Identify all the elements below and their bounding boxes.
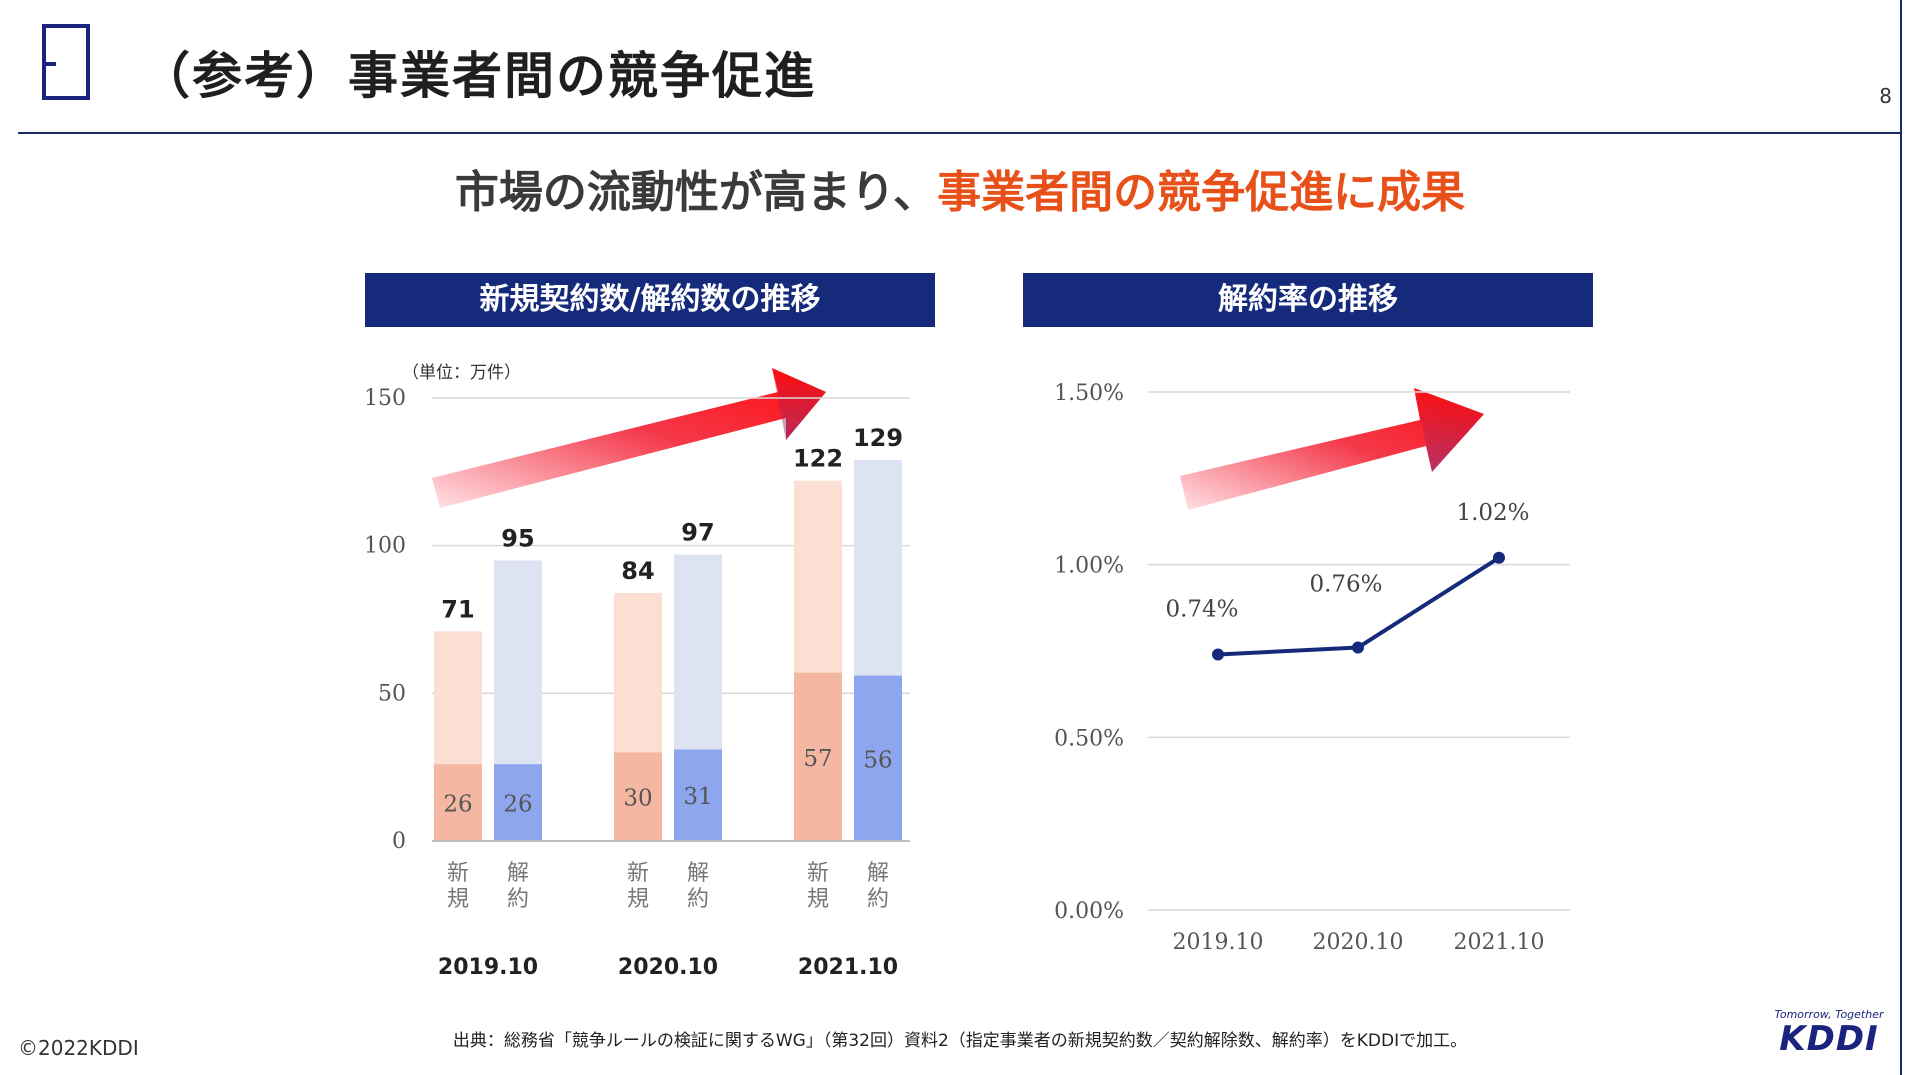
line-point [1493, 551, 1505, 564]
line-y-tick-label: 1.00% [1054, 554, 1124, 579]
bar-y-tick-label: 150 [364, 386, 406, 411]
bar-series-label: 解 [507, 861, 529, 886]
headline-main: 市場の流動性が高まり、 [454, 167, 938, 218]
headline-highlight: 事業者間の競争促進に成果 [937, 167, 1466, 218]
brand-logo: Tomorrow, Together KDDI [1774, 1008, 1884, 1057]
bar-series-label: 規 [627, 887, 649, 912]
bar-series-label: 新 [807, 861, 829, 886]
bar-inner [794, 672, 842, 841]
bar-series-label: 規 [447, 887, 469, 912]
line-value-label: 0.76% [1309, 572, 1382, 598]
bar-inner-label: 30 [623, 786, 652, 812]
line-y-tick-label: 0.50% [1054, 726, 1124, 751]
bar-category-label: 2020.10 [618, 955, 718, 980]
bar-inner [854, 675, 902, 841]
right-border [1900, 0, 1902, 1075]
logo-mark [42, 24, 90, 100]
bar-total-label: 84 [621, 557, 654, 585]
bar-y-tick-label: 50 [378, 681, 406, 706]
line-x-tick-label: 2019.10 [1173, 930, 1264, 955]
bar-category-label: 2019.10 [438, 955, 538, 980]
bar-series-label: 解 [867, 861, 889, 886]
brand-tagline: Tomorrow, Together [1774, 1008, 1884, 1021]
bar-y-tick-label: 0 [392, 829, 406, 854]
bar-total-label: 97 [681, 519, 714, 547]
bar-total-label: 122 [793, 445, 843, 473]
line-y-tick-label: 0.00% [1054, 899, 1124, 924]
headline: 市場の流動性が高まり、事業者間の競争促進に成果 [0, 156, 1920, 220]
bar-y-tick-label: 100 [364, 534, 406, 559]
page-title: （参考）事業者間の競争促進 [140, 47, 816, 105]
line-x-tick-label: 2021.10 [1454, 930, 1545, 955]
header-divider [18, 132, 1902, 134]
bar-inner [494, 764, 542, 841]
bar-series-label: 約 [867, 887, 889, 912]
bar-series-label: 約 [507, 887, 529, 912]
brand-name: KDDI [1779, 1019, 1879, 1059]
bar-chart-unit: （単位：万件） [402, 363, 521, 383]
page-number: 8 [1879, 84, 1892, 108]
line-point [1352, 641, 1364, 654]
bar-inner-label: 56 [863, 747, 892, 773]
bar-total-label: 71 [441, 595, 474, 623]
bar-chart-title: 新規契約数/解約数の推移 [365, 273, 935, 327]
line-value-label: 1.02% [1456, 500, 1529, 526]
bar-series-label: 新 [447, 861, 469, 886]
bar-inner-label: 26 [503, 792, 532, 818]
trend-arrow-right [1180, 388, 1484, 510]
bar-inner [614, 752, 662, 841]
bar-series-label: 解 [687, 861, 709, 886]
bar-total-label: 129 [853, 424, 903, 452]
bar-inner-label: 26 [443, 792, 472, 818]
source-note: 出典：総務省「競争ルールの検証に関するWG」（第32回）資料2（指定事業者の新規… [452, 1031, 1468, 1051]
bar-series-label: 規 [807, 887, 829, 912]
line-point [1212, 648, 1224, 661]
copyright: ©2022KDDI [18, 1036, 139, 1060]
line-y-tick-label: 1.50% [1054, 381, 1124, 406]
bar-series-label: 約 [687, 887, 709, 912]
trend-arrow-left [432, 368, 826, 508]
bar-inner-label: 57 [803, 746, 832, 772]
line-chart-title: 解約率の推移 [1023, 273, 1593, 327]
bar-inner-label: 31 [683, 784, 712, 810]
bar-series-label: 新 [627, 861, 649, 886]
bar-category-label: 2021.10 [798, 955, 898, 980]
line-value-label: 0.74% [1165, 596, 1238, 622]
bar-total-label: 95 [501, 524, 534, 552]
bar-inner [674, 749, 722, 841]
line-x-tick-label: 2020.10 [1313, 930, 1404, 955]
bar-inner [434, 764, 482, 841]
